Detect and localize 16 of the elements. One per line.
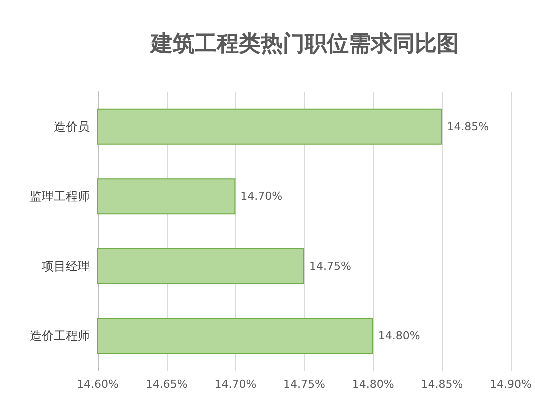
- chart-title: 建筑工程类热门职位需求同比图: [149, 31, 459, 57]
- x-tick-label: 14.70%: [214, 378, 257, 391]
- data-label: 14.75%: [310, 260, 352, 273]
- y-tick-label: 造价员: [54, 120, 90, 134]
- data-label: 14.70%: [240, 190, 283, 204]
- x-tick-label: 14.90%: [490, 378, 532, 391]
- y-tick-label: 监理工程师: [30, 190, 90, 204]
- y-tick-label: 造价工程师: [30, 329, 90, 344]
- data-label: 14.80%: [378, 330, 420, 343]
- x-tick-label: 14.85%: [421, 378, 464, 391]
- data-label: 14.85%: [447, 120, 490, 134]
- x-tick-label: 14.60%: [77, 378, 119, 391]
- x-tick-label: 14.80%: [352, 378, 394, 391]
- x-tick-label: 14.65%: [146, 378, 188, 391]
- x-tick-label: 14.75%: [284, 378, 326, 391]
- y-tick-label: 项目经理: [42, 259, 90, 274]
